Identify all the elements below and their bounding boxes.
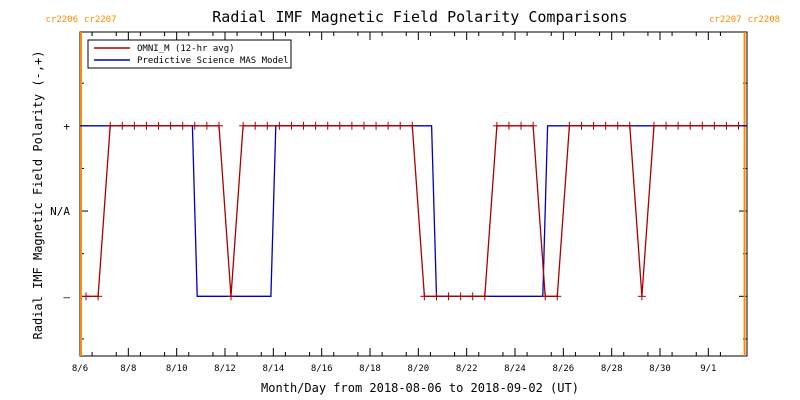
legend-box [87, 39, 292, 69]
omni-data-point [686, 121, 695, 130]
x-tick-label: 8/8 [120, 364, 136, 374]
omni-data-point [565, 121, 574, 130]
omni-data-point [275, 121, 284, 130]
omni-data-point [190, 121, 199, 130]
omni-data-point [577, 121, 586, 130]
x-tick-label: 8/16 [311, 364, 333, 374]
omni-data-point [432, 292, 441, 301]
omni-data-point [517, 121, 526, 130]
y-tick-label: – [63, 290, 70, 303]
x-tick-label: 8/14 [262, 364, 284, 374]
omni-data-point [504, 121, 513, 130]
x-tick-label: 8/12 [214, 364, 236, 374]
carrington-markers: cr2206 cr2207 cr2207 cr2208 [45, 15, 780, 356]
omni-data-point [722, 121, 731, 130]
omni-data-point [142, 121, 151, 130]
x-tick-label: 8/28 [601, 364, 623, 374]
series-layer [80, 121, 747, 301]
omni-data-point [601, 121, 610, 130]
chart-title: Radial IMF Magnetic Field Polarity Compa… [212, 8, 627, 26]
omni-data-point [444, 292, 453, 301]
legend: OMNI_M (12-hr avg) Predictive Science MAS… [87, 39, 292, 69]
omni-data-point [408, 121, 417, 130]
omni-data-point [178, 121, 187, 130]
y-tick-label: + [63, 120, 70, 133]
omni-data-point [662, 121, 671, 130]
omni-data-point [589, 121, 598, 130]
omni-data-point [130, 121, 139, 130]
omni-data-point [94, 292, 103, 301]
x-axis-label: Month/Day from 2018-08-06 to 2018-09-02 … [261, 381, 579, 395]
omni-data-point [263, 121, 272, 130]
omni-data-point [541, 292, 550, 301]
omni-data-point [239, 121, 248, 130]
omni-data-point [710, 121, 719, 130]
omni-data-point [492, 121, 501, 130]
omni-data-point [227, 292, 236, 301]
omni-data-point [335, 121, 344, 130]
omni-data-point [674, 121, 683, 130]
omni-data-point [251, 121, 260, 130]
omni-data-point [299, 121, 308, 130]
omni-data-point [553, 292, 562, 301]
omni-data-point [154, 121, 163, 130]
omni-data-point [347, 121, 356, 130]
carrington-label-after: cr2208 [748, 15, 781, 25]
legend-entry: Predictive Science MAS Model [137, 56, 289, 66]
carrington-label-after: cr2207 [84, 15, 117, 25]
x-tick-label: 8/30 [649, 364, 671, 374]
plot-frame [79, 31, 748, 357]
axis-ticks: 8/6 8/8 8/10 8/12 8/14 8/16 8/18 8/20 8/22 8/24 8/… [50, 32, 747, 374]
omni-data-point [202, 121, 211, 130]
omni-data-point [468, 292, 477, 301]
omni-data-point [214, 121, 223, 130]
y-axis-label: Radial IMF Magnetic Field Polarity (-,+) [31, 51, 45, 340]
omni-data-point [698, 121, 707, 130]
y-tick-label: N/A [50, 205, 70, 218]
omni-data-point [106, 121, 115, 130]
omni-data-point [613, 121, 622, 130]
omni-data-point [637, 292, 646, 301]
omni-data-point [359, 121, 368, 130]
x-tick-label: 8/6 [72, 364, 88, 374]
omni-data-point [480, 292, 489, 301]
x-tick-label: 8/26 [552, 364, 574, 374]
x-tick-label: 8/10 [166, 364, 188, 374]
omni-data-point [372, 121, 381, 130]
omni-data-point [287, 121, 296, 130]
omni-data-point [625, 121, 634, 130]
omni-data-point [82, 292, 91, 301]
omni-data-point [529, 121, 538, 130]
omni-data-point [384, 121, 393, 130]
omni-data-point [649, 121, 658, 130]
series-line-omni [86, 125, 739, 297]
x-tick-label: 8/20 [407, 364, 429, 374]
omni-data-point [420, 292, 429, 301]
x-tick-label: 9/1 [700, 364, 716, 374]
x-tick-label: 8/22 [456, 364, 478, 374]
omni-data-point [118, 121, 127, 130]
omni-data-point [311, 121, 320, 130]
x-tick-label: 8/24 [504, 364, 526, 374]
omni-data-point [323, 121, 332, 130]
x-tick-label: 8/18 [359, 364, 381, 374]
omni-data-point [396, 121, 405, 130]
carrington-label-before: cr2206 [45, 15, 78, 25]
omni-data-point [456, 292, 465, 301]
omni-data-point [734, 121, 743, 130]
carrington-label-before: cr2207 [709, 15, 742, 25]
legend-entry: OMNI_M (12-hr avg) [137, 44, 235, 54]
omni-data-point [166, 121, 175, 130]
